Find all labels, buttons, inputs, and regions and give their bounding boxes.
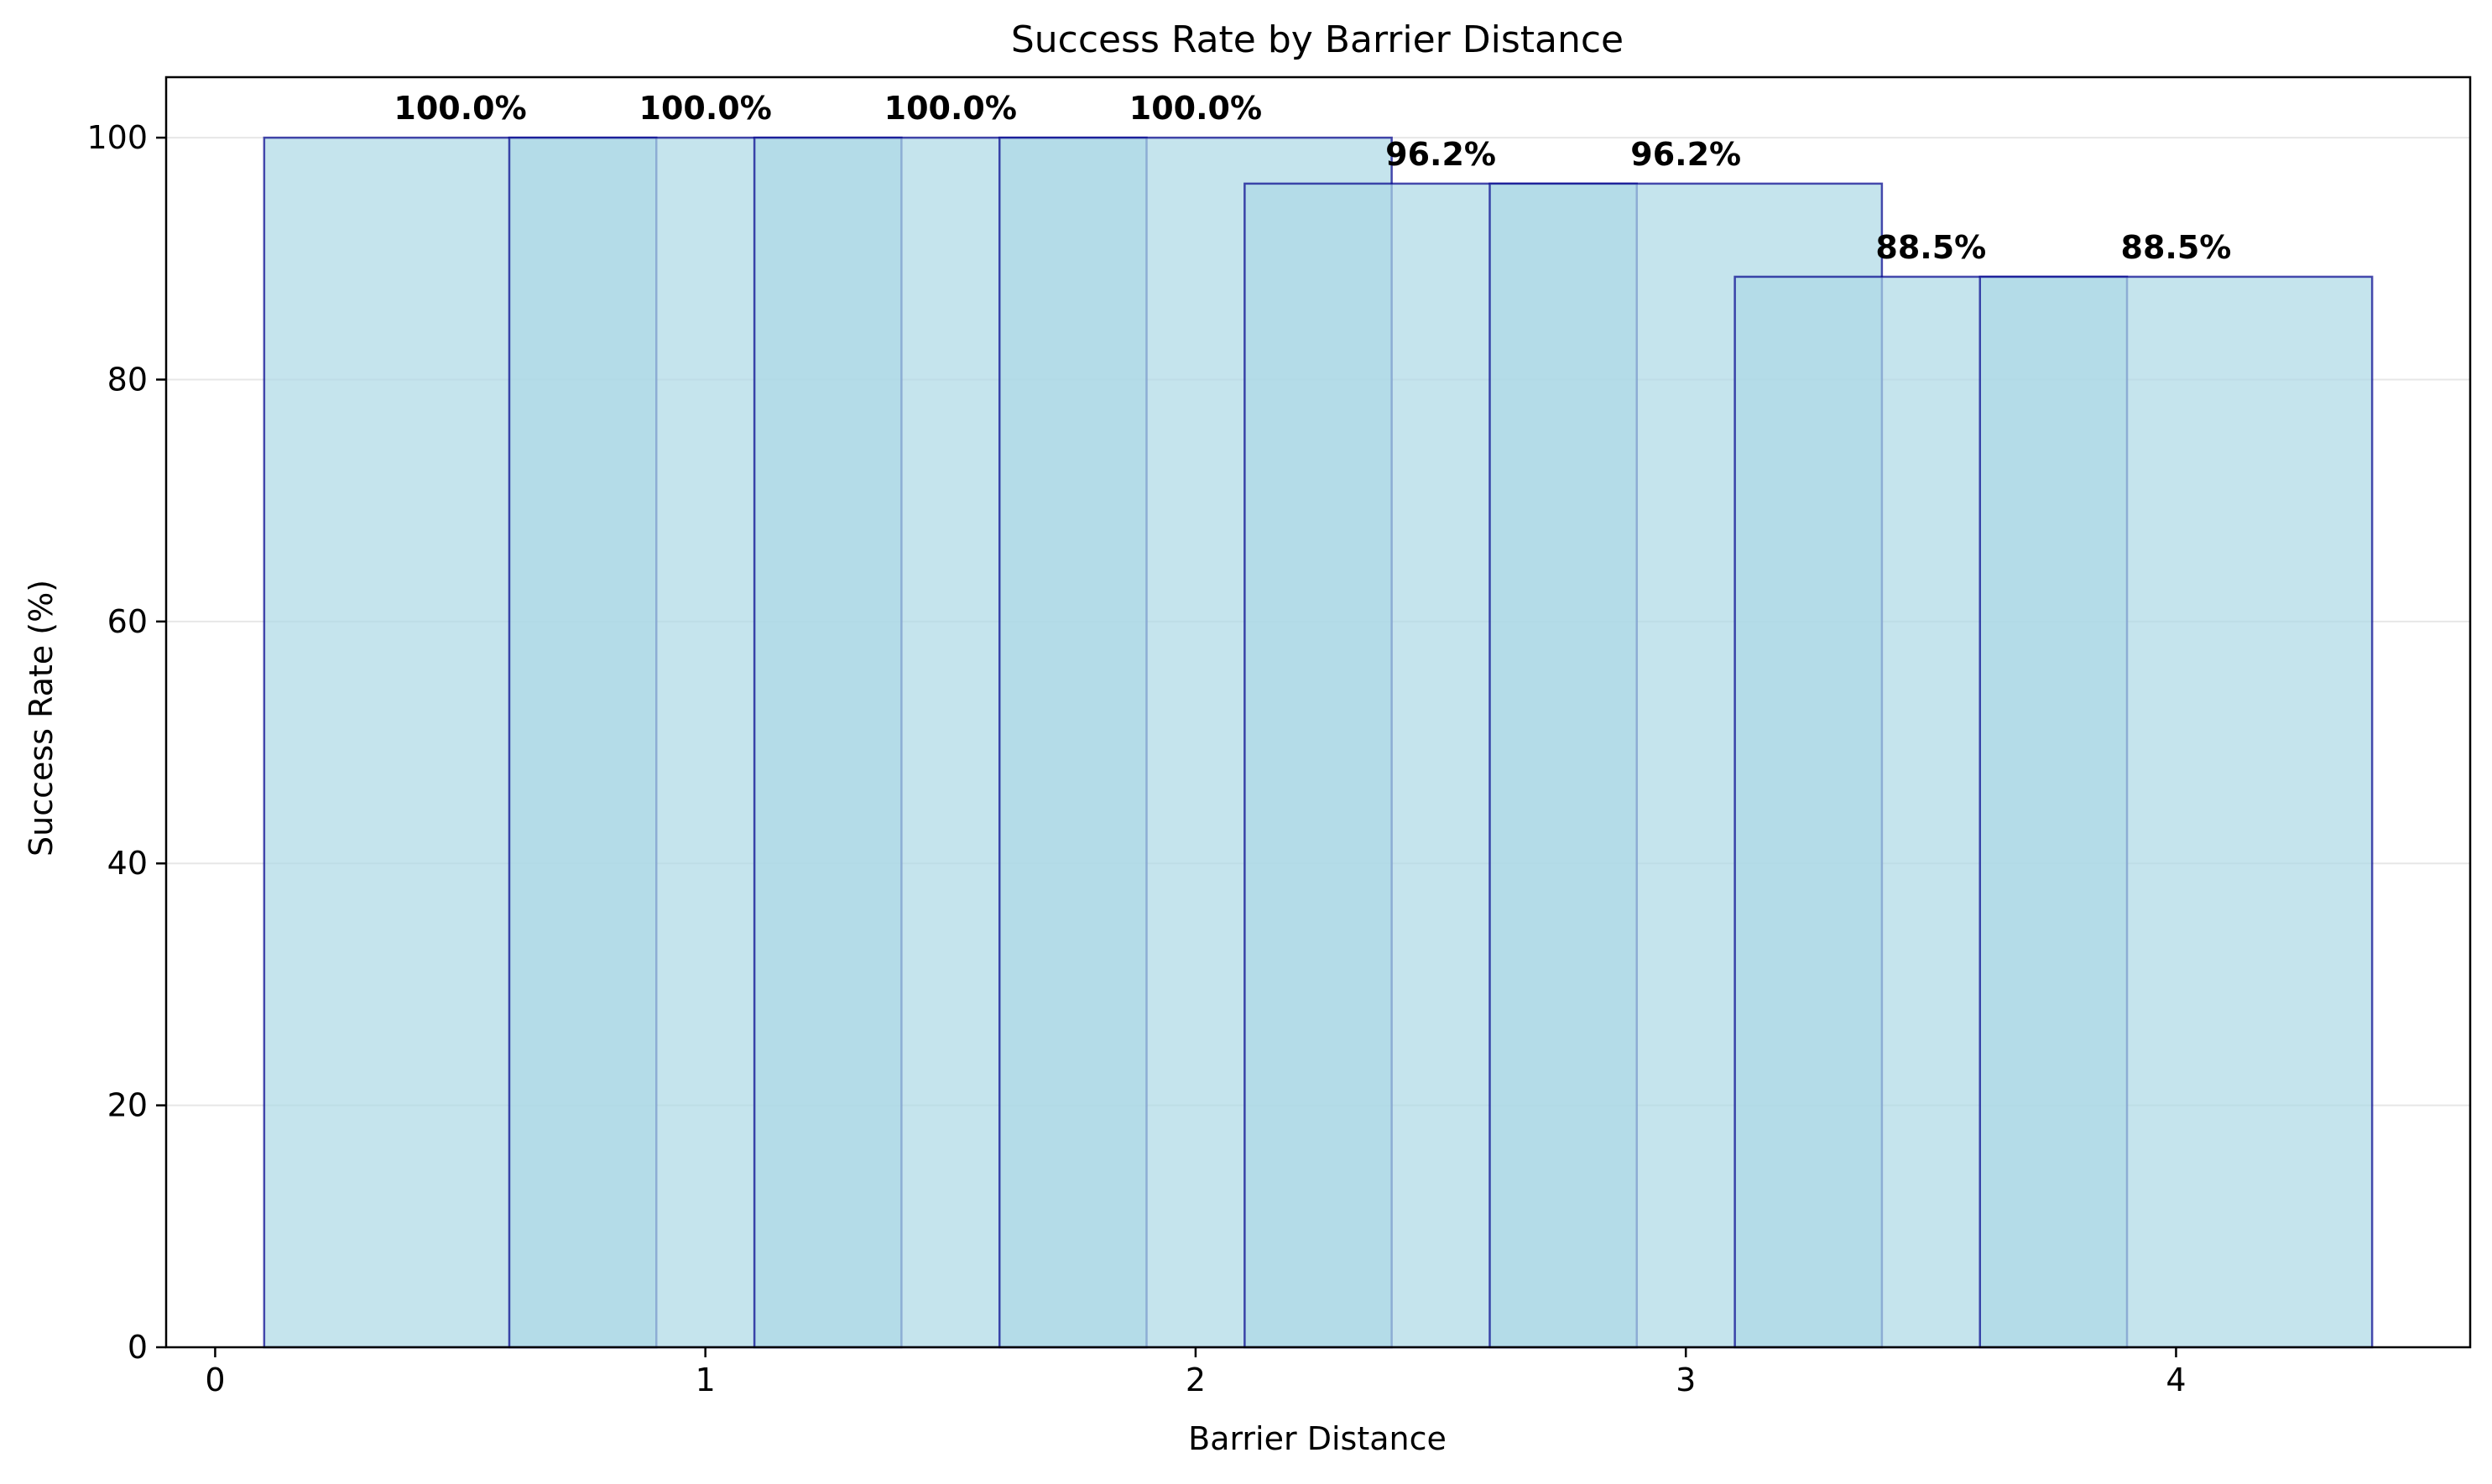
data-label-0: 100.0% bbox=[394, 90, 526, 127]
bars bbox=[263, 136, 2374, 1349]
x-tick-label-1: 1 bbox=[696, 1362, 716, 1398]
data-label-5: 96.2% bbox=[1630, 136, 1741, 173]
y-axis-ticks: 0 20 40 60 80 100 bbox=[86, 119, 166, 1366]
chart-title: Success Rate by Barrier Distance bbox=[1011, 18, 1624, 61]
data-label-2: 100.0% bbox=[884, 90, 1017, 127]
x-tick-label-2: 2 bbox=[1186, 1362, 1206, 1398]
y-tick-label-100: 100 bbox=[86, 119, 148, 156]
plot-frame bbox=[164, 76, 2472, 1349]
data-label-3: 100.0% bbox=[1129, 90, 1262, 127]
y-axis-label: Success Rate (%) bbox=[23, 580, 60, 857]
data-label-7: 88.5% bbox=[2121, 229, 2232, 266]
x-axis-ticks: 0 1 2 3 4 bbox=[205, 1347, 2187, 1398]
x-tick-label-0: 0 bbox=[205, 1362, 225, 1398]
x-tick-label-3: 3 bbox=[1676, 1362, 1696, 1398]
x-tick-label-4: 4 bbox=[2166, 1362, 2186, 1398]
y-tick-label-0: 0 bbox=[128, 1329, 148, 1366]
y-tick-label-80: 80 bbox=[107, 361, 148, 398]
bar-7 bbox=[1978, 275, 2374, 1349]
data-label-6: 88.5% bbox=[1875, 229, 1986, 266]
y-tick-label-60: 60 bbox=[107, 603, 148, 640]
y-tick-label-20: 20 bbox=[107, 1087, 148, 1124]
data-labels: 100.0% 100.0% 100.0% 100.0% 96.2% 96.2% 88.5% 8… bbox=[394, 90, 2231, 266]
data-label-4: 96.2% bbox=[1385, 136, 1496, 173]
data-label-1: 100.0% bbox=[639, 90, 772, 127]
y-tick-label-40: 40 bbox=[107, 845, 148, 882]
x-axis-label: Barrier Distance bbox=[1188, 1420, 1447, 1457]
